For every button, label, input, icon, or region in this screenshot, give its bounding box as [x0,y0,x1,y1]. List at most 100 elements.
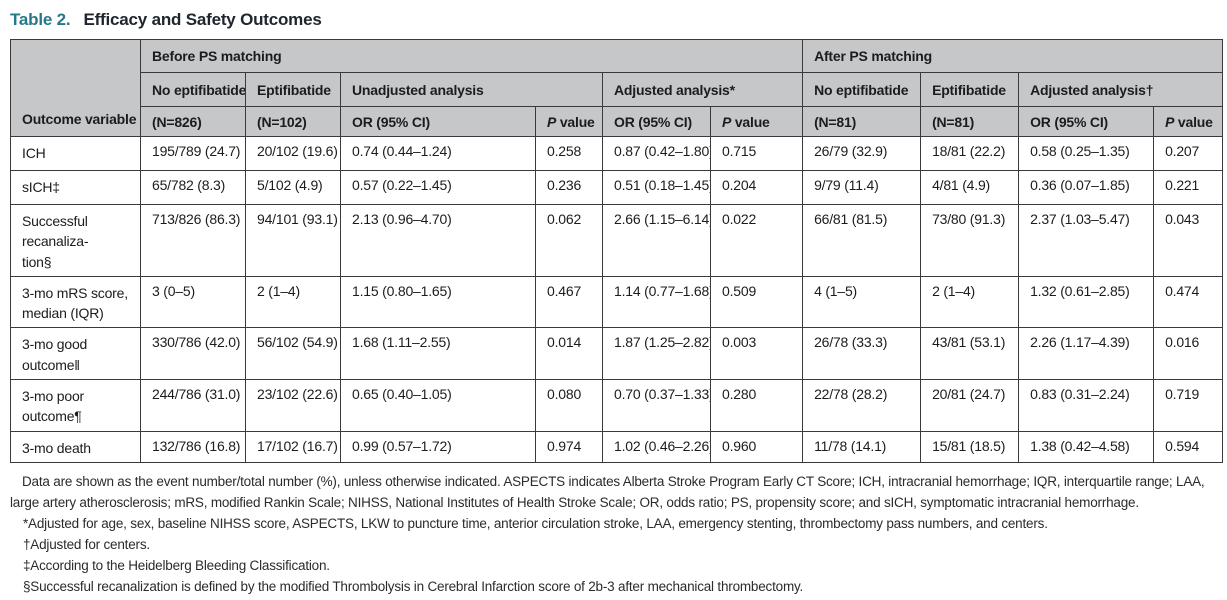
column-header-unadjusted-analysis: Unadjusted analysis [340,72,603,107]
table-cell: 2.37 (1.03–5.47) [1018,204,1155,277]
table-cell: 17/102 (16.7) [245,430,341,463]
table-cell: 1.32 (0.61–2.85) [1018,275,1155,329]
table-cell: 5/102 (4.9) [245,170,341,205]
column-header-no-eptifibatide-before: No eptifibatide [140,72,246,107]
table-title: Efficacy and Safety Outcomes [83,10,322,29]
table-cell: 20/81 (24.7) [920,379,1020,432]
table-cell: 2.26 (1.17–4.39) [1018,327,1155,381]
column-header-adjusted-analysis-dagger: Adjusted analysis† [1018,72,1224,107]
column-header-n81-eptifibatide: (N=81) [920,106,1020,137]
table-cell: 22/78 (28.2) [802,379,922,432]
table-cell: 11/78 (14.1) [802,430,922,463]
table-caption: Table 2. Efficacy and Safety Outcomes [10,10,1222,30]
p-value-word: value [731,113,770,130]
table-header: Outcome variable Before PS matching Afte… [10,39,1224,137]
table-cell: 0.080 [535,379,603,432]
table-row-3mo-mrs-score: 3-mo mRS score, median (IQR) 3 (0–5) 2 (… [10,275,1224,329]
table-cell: 0.87 (0.42–1.80) [602,136,711,171]
table-cell: 132/786 (16.8) [140,430,246,463]
table-cell: 0.204 [709,170,804,205]
table-row-successful-recanalization: Successful recanaliza- tion§ 713/826 (86… [10,204,1224,277]
table-cell: 18/81 (22.2) [920,136,1020,171]
table-cell: 0.022 [709,204,804,277]
p-value-italic-p: P [722,113,732,130]
table-cell: 0.960 [709,430,804,463]
table-cell: 94/101 (93.1) [245,204,341,277]
table-cell: 23/102 (22.6) [245,379,341,432]
table-cell: 56/102 (54.9) [245,327,341,381]
efficacy-safety-outcomes-table: Outcome variable Before PS matching Afte… [10,39,1224,463]
column-header-no-eptifibatide-after: No eptifibatide [802,72,922,107]
table-cell: 2.13 (0.96–4.70) [340,204,536,277]
table-cell: 66/81 (81.5) [802,204,922,277]
table-cell: 0.221 [1153,170,1224,205]
table-cell: 1.68 (1.11–2.55) [340,327,536,381]
column-header-outcome-variable: Outcome variable [10,39,141,137]
table-cell: 0.594 [1153,430,1224,463]
table-cell: 0.062 [535,204,603,277]
table-row-ich: ICH 195/789 (24.7) 20/102 (19.6) 0.74 (0… [10,136,1224,171]
table-cell: 0.280 [709,379,804,432]
row-label: 3-mo mRS score, median (IQR) [10,275,141,329]
table-cell: 0.509 [709,275,804,329]
table-body: ICH 195/789 (24.7) 20/102 (19.6) 0.74 (0… [10,136,1224,463]
column-group-after-ps-matching: After PS matching [802,39,1224,73]
row-label: Successful recanaliza- tion§ [10,204,141,277]
p-value-italic-p: P [547,113,557,130]
table-cell: 1.14 (0.77–1.68) [602,275,711,329]
p-value-word: value [1174,113,1213,130]
header-row-subgroups: No eptifibatide Eptifibatide Unadjusted … [11,72,1224,107]
row-label: 3-mo poor outcome¶ [10,379,141,432]
table-row-3mo-poor-outcome: 3-mo poor outcome¶ 244/786 (31.0) 23/102… [10,379,1224,432]
column-header-n102: (N=102) [245,106,341,137]
table-cell: 0.70 (0.37–1.33) [602,379,711,432]
footnote-star: *Adjusted for age, sex, baseline NIHSS s… [23,515,1048,531]
table-cell: 0.974 [535,430,603,463]
table-cell: 713/826 (86.3) [140,204,246,277]
table-cell: 65/782 (8.3) [140,170,246,205]
table-cell: 26/79 (32.9) [802,136,922,171]
p-value-italic-p: P [1165,113,1175,130]
column-header-n826: (N=826) [140,106,246,137]
table-cell: 4 (1–5) [802,275,922,329]
footnote-section: §Successful recanalization is defined by… [23,578,804,594]
column-header-p-value-adjusted-before: P value [709,106,804,137]
column-header-p-value-adjusted-after: P value [1153,106,1224,137]
table-cell: 0.715 [709,136,804,171]
row-label: ICH [10,136,141,171]
column-header-p-value-unadjusted: P value [535,106,603,137]
table-cell: 0.83 (0.31–2.24) [1018,379,1155,432]
table-cell: 0.474 [1153,275,1224,329]
table-cell: 0.51 (0.18–1.45) [602,170,711,205]
table-cell: 1.38 (0.42–4.58) [1018,430,1155,463]
column-header-or-ci-adjusted-before: OR (95% CI) [602,106,711,137]
table-cell: 0.74 (0.44–1.24) [340,136,536,171]
table-number-label: Table 2. [10,10,71,29]
row-label: 3-mo death [10,430,141,463]
column-header-or-ci-adjusted-after: OR (95% CI) [1018,106,1155,137]
table-cell: 0.207 [1153,136,1224,171]
table-cell: 4/81 (4.9) [920,170,1020,205]
table-cell: 3 (0–5) [140,275,246,329]
row-label: sICH‡ [10,170,141,205]
column-group-before-ps-matching: Before PS matching [139,39,804,73]
table-cell: 9/79 (11.4) [802,170,922,205]
table-cell: 0.236 [535,170,603,205]
table-cell: 0.043 [1153,204,1224,277]
table-cell: 43/81 (53.1) [920,327,1020,381]
table-cell: 15/81 (18.5) [920,430,1020,463]
table-cell: 0.57 (0.22–1.45) [340,170,536,205]
table-cell: 0.58 (0.25–1.35) [1018,136,1155,171]
table-cell: 2 (1–4) [245,275,341,329]
row-label: 3-mo good outcome‖ [10,327,141,381]
table-cell: 0.99 (0.57–1.72) [340,430,536,463]
table-cell: 244/786 (31.0) [140,379,246,432]
table-cell: 0.36 (0.07–1.85) [1018,170,1155,205]
table-cell: 1.15 (0.80–1.65) [340,275,536,329]
footnote-dagger: †Adjusted for centers. [23,536,150,552]
column-header-eptifibatide-before: Eptifibatide [245,72,341,107]
table-cell: 2 (1–4) [920,275,1020,329]
table-row-3mo-death: 3-mo death 132/786 (16.8) 17/102 (16.7) … [10,430,1224,463]
table-cell: 1.02 (0.46–2.26) [602,430,711,463]
